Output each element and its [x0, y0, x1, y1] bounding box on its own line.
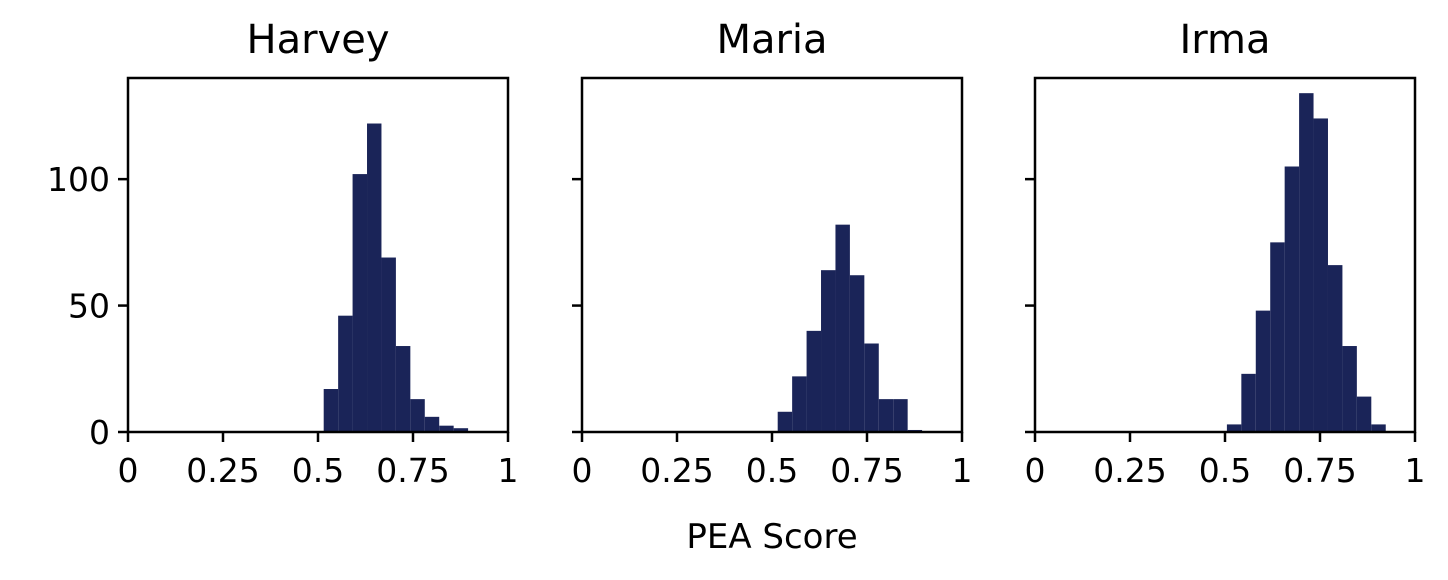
- plot-frame-irma: [1033, 76, 1417, 434]
- y-tick-label-0: 0: [89, 413, 110, 452]
- x-tick-label-maria-4: 1: [952, 451, 973, 490]
- x-axis-label: PEA Score: [686, 517, 857, 557]
- bar-irma-3: [1270, 242, 1285, 432]
- bar-harvey-1: [338, 315, 353, 432]
- bar-irma-6: [1313, 118, 1328, 432]
- bar-maria-7: [878, 399, 894, 432]
- x-tick-label-harvey-3: 0.75: [376, 451, 449, 490]
- panel-maria: Maria 0 0.25 0.5 0.75 1: [572, 17, 973, 490]
- plot-frame-harvey: [126, 76, 510, 434]
- panel-title-irma: Irma: [1179, 17, 1270, 63]
- bar-irma-9: [1356, 396, 1372, 432]
- x-tick-label-irma-0: 0: [1025, 451, 1046, 490]
- bar-harvey-6: [410, 399, 425, 432]
- x-tick-label-harvey-0: 0: [118, 451, 139, 490]
- bar-harvey-0: [323, 389, 339, 432]
- bar-irma-8: [1342, 346, 1357, 432]
- x-tick-label-irma-2: 0.5: [1199, 451, 1251, 490]
- bar-irma-0: [1226, 424, 1242, 432]
- bar-harvey-9: [453, 428, 469, 432]
- y-tick-label-2: 100: [47, 160, 110, 199]
- bar-irma-5: [1299, 93, 1314, 433]
- bar-irma-10: [1371, 424, 1386, 432]
- bar-maria-4: [835, 224, 850, 432]
- bar-harvey-7: [424, 416, 440, 432]
- bar-irma-7: [1327, 265, 1343, 432]
- bar-maria-2: [806, 330, 822, 432]
- x-tick-label-irma-4: 1: [1405, 451, 1426, 490]
- plot-frame-maria: [580, 76, 964, 434]
- x-tick-label-irma-3: 0.75: [1283, 451, 1356, 490]
- x-tick-label-maria-1: 0.25: [640, 451, 713, 490]
- y-tick-label-1: 50: [68, 287, 110, 326]
- bar-irma-2: [1255, 310, 1271, 432]
- panel-harvey: Harvey 0 0.25 0.5 0.75 1 0 50 100: [47, 17, 519, 490]
- bar-harvey-2: [352, 174, 368, 433]
- x-tick-label-harvey-1: 0.25: [186, 451, 259, 490]
- bar-irma-4: [1284, 166, 1300, 432]
- x-tick-label-maria-0: 0: [572, 451, 593, 490]
- x-tick-label-maria-3: 0.75: [830, 451, 903, 490]
- bar-maria-8: [893, 399, 908, 432]
- bar-maria-3: [821, 270, 836, 432]
- bar-harvey-3: [367, 123, 382, 432]
- panel-title-maria: Maria: [716, 17, 827, 63]
- bar-irma-1: [1241, 373, 1256, 432]
- bar-harvey-8: [439, 425, 454, 432]
- bar-maria-5: [849, 275, 865, 432]
- bar-harvey-4: [381, 257, 396, 432]
- bar-maria-6: [864, 343, 879, 432]
- bar-harvey-5: [395, 346, 411, 432]
- x-tick-label-irma-1: 0.25: [1093, 451, 1166, 490]
- x-tick-label-harvey-4: 1: [498, 451, 519, 490]
- bar-maria-0: [777, 411, 793, 432]
- panel-title-harvey: Harvey: [247, 17, 390, 63]
- panel-irma: Irma 0 0.25 0.5 0.75 1: [1025, 17, 1426, 490]
- bar-maria-1: [792, 376, 807, 432]
- x-tick-label-maria-2: 0.5: [746, 451, 798, 490]
- x-tick-label-harvey-2: 0.5: [292, 451, 344, 490]
